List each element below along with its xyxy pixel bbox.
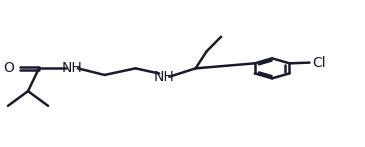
Text: O: O bbox=[3, 61, 14, 75]
Text: NH: NH bbox=[61, 61, 82, 75]
Text: NH: NH bbox=[154, 70, 174, 84]
Text: Cl: Cl bbox=[312, 56, 326, 70]
